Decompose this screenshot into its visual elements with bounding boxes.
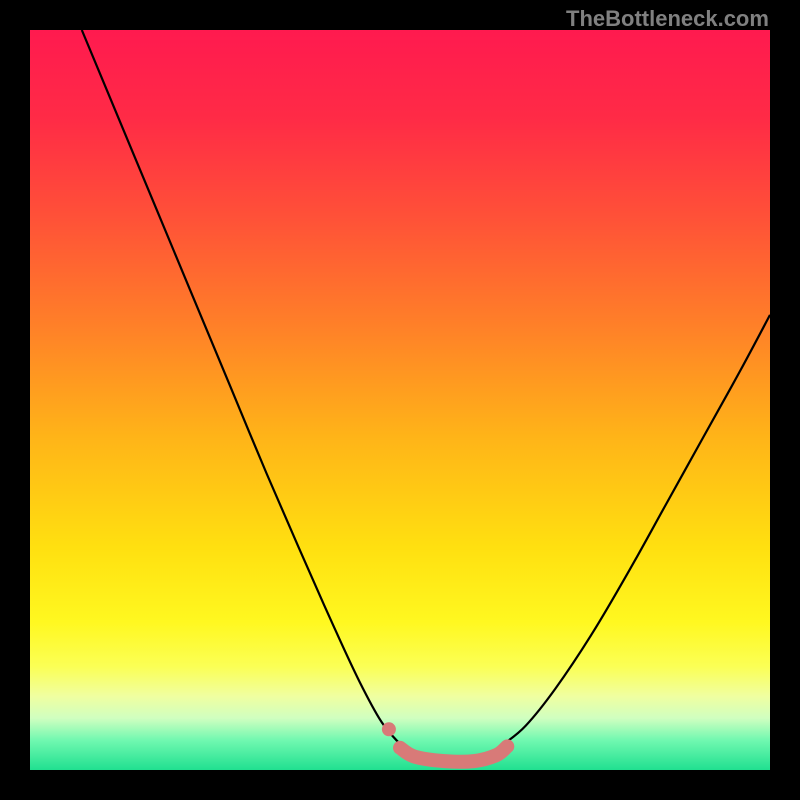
- bottleneck-curve-chart: [0, 0, 800, 800]
- watermark-text: TheBottleneck.com: [566, 6, 769, 32]
- optimal-range-dot: [382, 722, 396, 736]
- gradient-background: [30, 30, 770, 770]
